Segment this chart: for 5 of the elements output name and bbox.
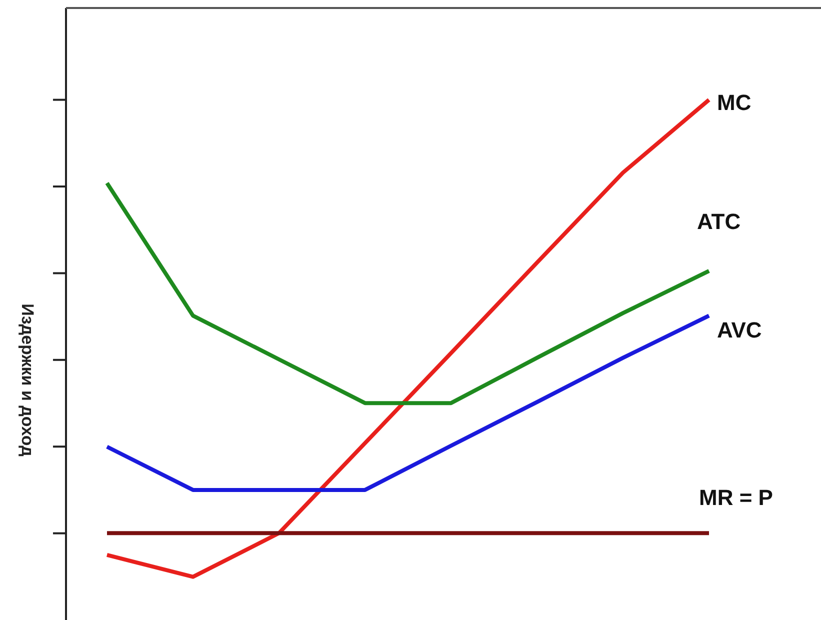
- series-label: AVC: [717, 318, 762, 343]
- y-axis-title: Издержки и доход: [18, 304, 37, 457]
- series-label: MR = P: [699, 485, 773, 510]
- series-label: MC: [717, 90, 752, 115]
- series-label: ATC: [697, 208, 741, 234]
